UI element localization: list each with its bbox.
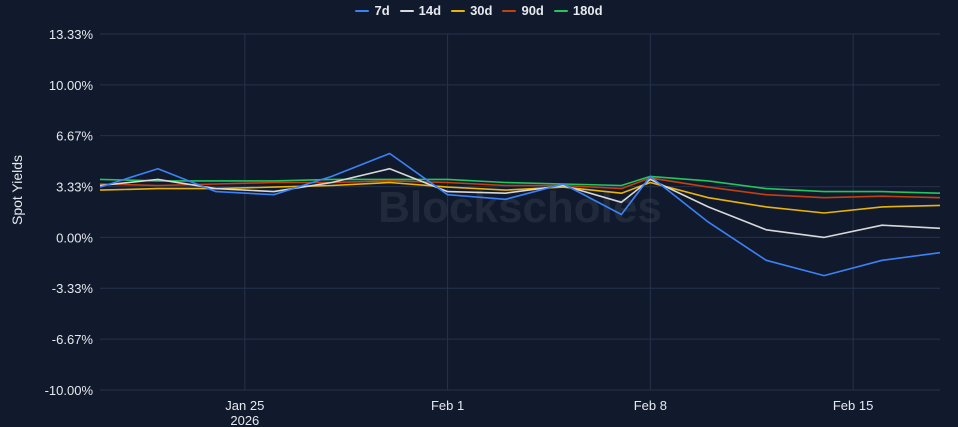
x-tick-sublabel: 2026: [230, 413, 259, 427]
legend: 7d 14d 30d 90d 180d: [0, 3, 958, 18]
series-line-180d: [99, 175, 941, 194]
legend-item-90d[interactable]: 90d: [502, 3, 544, 18]
series-line-7d: [99, 152, 941, 277]
y-tick-label: 0.00%: [56, 230, 93, 245]
watermark: Blockscholes: [378, 183, 662, 232]
y-tick-label: -6.67%: [52, 332, 94, 347]
y-tick-label: -10.00%: [45, 383, 94, 398]
legend-swatch: [399, 9, 414, 12]
x-tick-label: Feb 15: [833, 398, 873, 413]
y-tick-label: 3.33%: [56, 180, 93, 195]
legend-swatch: [553, 9, 568, 12]
series-line-14d: [99, 167, 941, 239]
legend-item-7d[interactable]: 7d: [355, 3, 390, 18]
y-tick-label: 10.00%: [49, 78, 94, 93]
legend-item-30d[interactable]: 30d: [451, 3, 492, 18]
legend-item-14d[interactable]: 14d: [399, 3, 442, 18]
legend-item-180d[interactable]: 180d: [553, 3, 603, 18]
x-tick-label: Jan 25: [225, 398, 264, 413]
y-tick-label: -3.33%: [52, 281, 94, 296]
x-tick-label: Feb 1: [431, 398, 464, 413]
y-tick-label: 6.67%: [56, 129, 93, 144]
legend-label: 14d: [418, 3, 442, 18]
series-line-90d: [99, 177, 941, 199]
legend-swatch: [451, 9, 466, 12]
legend-swatch: [502, 9, 517, 12]
legend-label: 180d: [572, 3, 603, 18]
legend-swatch: [355, 9, 370, 12]
legend-label: 7d: [374, 3, 390, 18]
x-tick-label: Feb 8: [634, 398, 667, 413]
y-tick-label: 13.33%: [49, 27, 94, 42]
legend-label: 30d: [470, 3, 493, 18]
legend-label: 90d: [521, 3, 544, 18]
